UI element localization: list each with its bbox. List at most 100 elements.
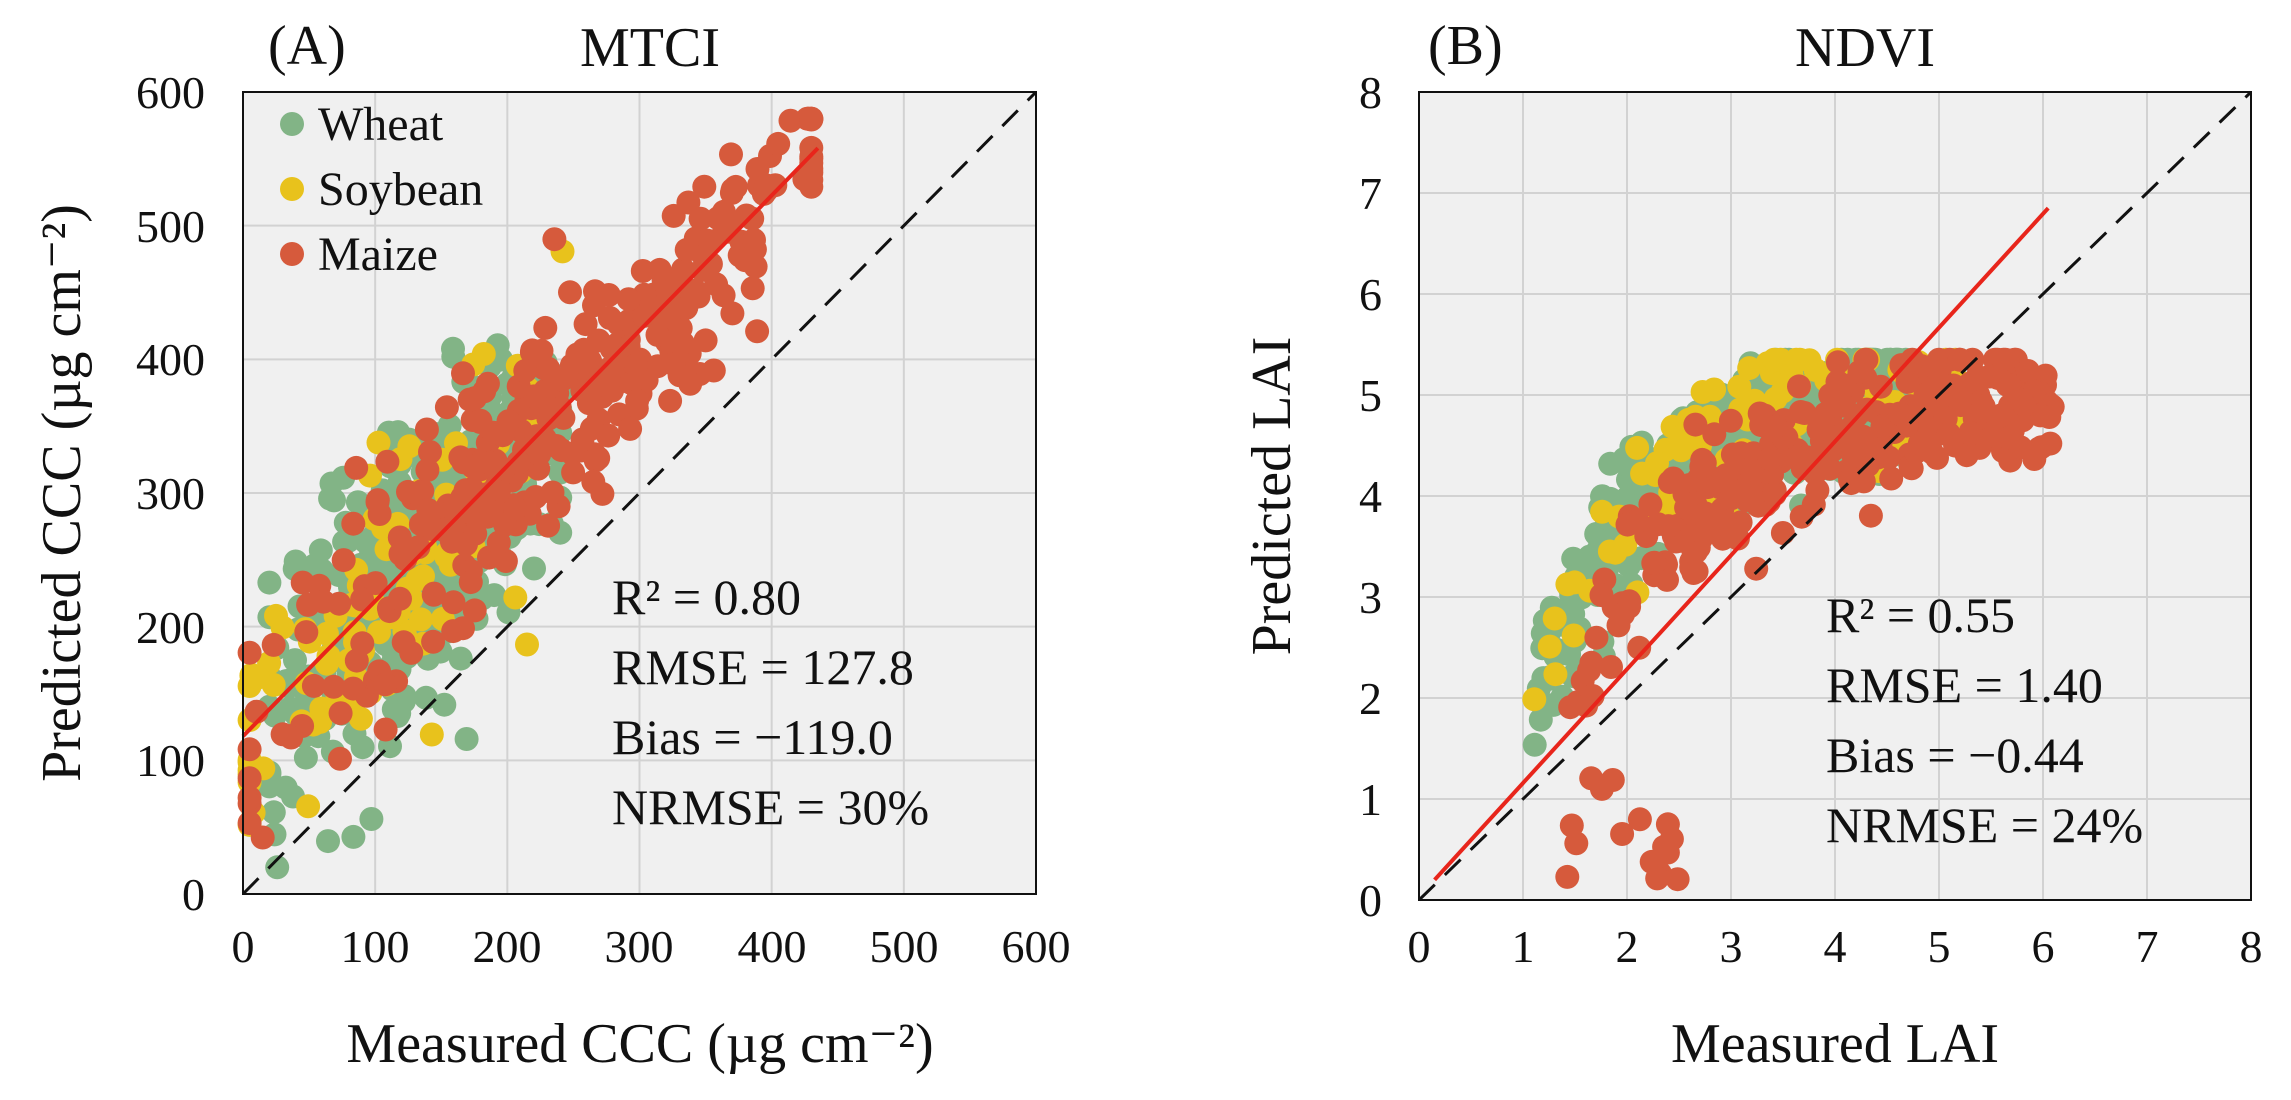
data-point-maize xyxy=(540,480,565,505)
data-point-maize xyxy=(1989,403,2014,428)
data-point-maize xyxy=(341,511,366,536)
data-point-maize xyxy=(597,356,622,381)
data-point-maize xyxy=(1801,492,1826,517)
panel-a-ytick-label: 600 xyxy=(136,67,205,118)
data-point-soybean xyxy=(1690,380,1715,404)
data-point-maize xyxy=(676,190,701,215)
data-point-maize xyxy=(341,676,366,701)
data-point-maize xyxy=(1681,541,1706,566)
data-point-wheat xyxy=(1528,707,1553,732)
data-point-maize xyxy=(451,361,475,386)
data-point-maize xyxy=(414,417,439,442)
data-point-maize xyxy=(693,328,718,353)
panel-b-title: NDVI xyxy=(1795,17,1935,79)
data-point-maize xyxy=(1984,424,2009,449)
panel-a-x-axis-title: Measured CCC (µg cm⁻²) xyxy=(346,1013,933,1075)
data-point-maize xyxy=(1638,492,1663,517)
data-point-maize xyxy=(328,701,353,726)
data-point-maize xyxy=(1674,495,1699,520)
data-point-maize xyxy=(519,340,544,365)
data-point-maize xyxy=(1655,567,1679,592)
panel-a-ytick-label: 300 xyxy=(136,468,205,519)
data-point-maize xyxy=(1936,421,1961,446)
panel-b-xtick-label: 5 xyxy=(1928,921,1951,972)
data-point-maize xyxy=(2015,359,2040,383)
data-point-maize xyxy=(1599,655,1623,679)
panel-b-xtick-label: 4 xyxy=(1824,921,1847,972)
data-point-maize xyxy=(373,672,398,697)
data-point-maize xyxy=(301,673,326,698)
data-point-wheat xyxy=(293,745,318,770)
data-point-soybean xyxy=(1737,356,1762,381)
stat-rmse: RMSE = 1.40 xyxy=(1826,657,2103,713)
data-point-soybean xyxy=(419,722,444,747)
data-point-maize xyxy=(745,319,770,344)
panel-a: 0 100 200 300 400 500 600 0 100 200 300 … xyxy=(31,15,1071,1075)
data-point-wheat xyxy=(350,735,375,760)
data-point-maize xyxy=(237,737,262,762)
data-point-wheat xyxy=(261,800,286,825)
data-point-maize xyxy=(462,598,487,623)
data-point-maize xyxy=(331,548,356,573)
data-point-maize xyxy=(658,388,683,413)
data-point-maize xyxy=(1615,512,1640,537)
panel-b-y-axis-title: Predicted LAI xyxy=(1241,337,1303,656)
panel-a-title: MTCI xyxy=(580,17,720,79)
data-point-wheat xyxy=(522,556,546,581)
data-point-maize xyxy=(778,108,803,133)
data-point-maize xyxy=(733,248,758,273)
data-point-soybean xyxy=(1561,623,1586,648)
data-point-wheat xyxy=(432,692,457,717)
data-point-maize xyxy=(458,570,483,595)
data-point-maize xyxy=(1744,556,1769,581)
data-point-maize xyxy=(1788,400,1813,424)
data-point-maize xyxy=(1577,658,1602,683)
data-point-soybean xyxy=(1669,438,1694,463)
data-point-maize xyxy=(573,312,598,337)
data-point-maize xyxy=(365,490,390,514)
panel-b-one-to-one-line xyxy=(1417,90,2253,902)
data-point-maize xyxy=(1991,347,2016,372)
data-point-maize xyxy=(674,237,699,262)
data-point-maize xyxy=(674,296,699,320)
data-point-maize xyxy=(1689,454,1714,479)
data-point-maize xyxy=(1887,401,1912,426)
data-point-maize xyxy=(720,301,745,326)
data-point-maize xyxy=(1763,414,1788,439)
data-point-maize xyxy=(706,206,730,231)
panel-b-ytick-label: 1 xyxy=(1359,774,1382,825)
data-point-maize xyxy=(463,386,487,411)
data-point-maize xyxy=(261,632,286,657)
panel-b-xtick-label: 2 xyxy=(1616,921,1639,972)
data-point-wheat xyxy=(265,855,290,880)
data-point-maize xyxy=(670,331,695,356)
legend-label-maize: Maize xyxy=(318,228,438,281)
panel-b-stats: R² = 0.55 RMSE = 1.40 Bias = −0.44 NRMSE… xyxy=(1826,587,2143,853)
data-point-maize xyxy=(1720,478,1745,503)
data-point-maize xyxy=(1825,350,1850,375)
data-point-maize xyxy=(1645,866,1670,891)
data-point-soybean xyxy=(1555,572,1580,597)
data-point-maize xyxy=(1757,446,1782,471)
data-point-maize xyxy=(742,228,766,252)
data-point-soybean xyxy=(314,621,339,646)
data-point-maize xyxy=(1868,374,1893,399)
data-point-maize xyxy=(542,227,567,252)
data-point-soybean xyxy=(1542,606,1567,631)
data-point-maize xyxy=(645,322,670,347)
data-point-soybean xyxy=(1537,634,1562,659)
data-point-maize xyxy=(692,174,717,199)
panel-a-ytick-label: 100 xyxy=(136,735,205,786)
data-point-maize xyxy=(754,173,779,198)
stat-nrmse: NRMSE = 30% xyxy=(612,779,929,835)
stat-r2: R² = 0.55 xyxy=(1826,587,2015,643)
panel-a-one-to-one-line xyxy=(241,90,1038,896)
data-point-maize xyxy=(1868,432,1893,457)
data-point-wheat xyxy=(316,829,340,854)
data-point-maize xyxy=(279,725,304,750)
data-point-maize xyxy=(1941,373,1966,398)
data-point-maize xyxy=(799,106,824,131)
data-point-soybean xyxy=(471,342,496,366)
data-point-maize xyxy=(1969,399,1994,424)
legend-label-wheat: Wheat xyxy=(318,98,444,151)
